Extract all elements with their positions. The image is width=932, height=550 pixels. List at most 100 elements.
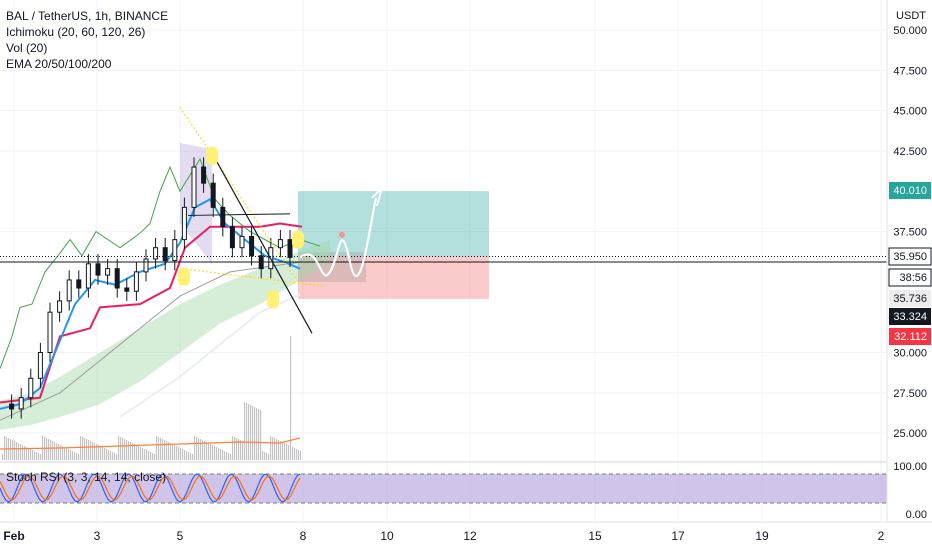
volume-bar: [154, 454, 156, 460]
volume-bar: [198, 438, 200, 460]
candle-body: [210, 182, 216, 208]
volume-bar: [52, 441, 54, 460]
volume-bar: [14, 441, 16, 460]
volume-bar: [298, 450, 300, 460]
volume-bar: [190, 453, 192, 460]
volume-bar: [216, 447, 218, 460]
volume-bar: [176, 446, 178, 460]
volume-bar: [128, 441, 130, 460]
x-tick-label: 3: [94, 529, 101, 543]
volume-bar: [48, 439, 50, 460]
legend-ichimoku[interactable]: Ichimoku (20, 60, 120, 26): [6, 25, 146, 39]
price-badge-label: 40.010: [893, 185, 927, 197]
pattern-marker: [178, 267, 190, 286]
volume-bar: [18, 443, 20, 460]
volume-bar: [106, 449, 108, 460]
ema100-line: [0, 261, 301, 421]
price-badge-label: 35.736: [893, 293, 927, 305]
volume-bar: [284, 443, 286, 460]
volume-bar: [232, 436, 234, 460]
volume-bar: [182, 449, 184, 460]
volume-bar: [206, 442, 208, 460]
volume-bar: [78, 454, 80, 460]
volume-bar: [142, 448, 144, 460]
volume-bar: [56, 443, 58, 460]
volume-bar: [36, 452, 38, 460]
volume-bar: [156, 436, 158, 460]
candle-body: [37, 352, 43, 379]
volume-bar: [84, 438, 86, 460]
volume-bar: [76, 453, 78, 460]
volume-bar: [54, 442, 56, 460]
volume-bar: [60, 445, 62, 460]
volume-bar: [92, 442, 94, 460]
y-tick-label: 27.500: [893, 388, 927, 400]
stoch-k-line: [0, 473, 301, 503]
candle-body: [47, 311, 53, 353]
candle-body: [105, 268, 111, 276]
volume-bar: [38, 453, 40, 460]
volume-bar: [144, 449, 146, 460]
volume-bar: [210, 444, 212, 460]
projection-dot: [339, 231, 345, 238]
volume-bar: [172, 444, 174, 460]
legend-ema[interactable]: EMA 20/50/100/200: [6, 57, 112, 71]
volume-bar: [102, 447, 104, 460]
candle-body: [114, 268, 120, 289]
volume-bar: [158, 437, 160, 460]
candle-body: [162, 247, 168, 262]
candle-body: [9, 403, 15, 410]
volume-bar: [134, 444, 136, 460]
candle-body: [191, 166, 197, 208]
legend-symbol[interactable]: BAL / TetherUS, 1h, BINANCE: [6, 9, 169, 23]
volume-bar: [244, 402, 246, 460]
volume-bar: [28, 448, 30, 460]
volume-bar: [114, 453, 116, 460]
volume-bar: [238, 439, 240, 460]
volume-bar: [300, 451, 302, 460]
x-tick-label: 19: [755, 529, 769, 543]
volume-bar: [86, 439, 88, 460]
volume-bar: [104, 448, 106, 460]
volume-bar: [46, 438, 48, 460]
volume-bar: [96, 444, 98, 460]
volume-bar: [222, 450, 224, 460]
stoch-rsi-legend[interactable]: Stoch RSI (3, 3, 14, 14, close): [6, 470, 167, 484]
volume-bar: [146, 450, 148, 460]
x-tick-label: 17: [671, 529, 685, 543]
candle-body: [172, 239, 178, 262]
price-badge-label: 33.324: [893, 311, 927, 323]
volume-bar: [68, 449, 70, 460]
volume-bar: [160, 438, 162, 460]
volume-bar: [30, 449, 32, 460]
volume-bar: [288, 445, 290, 460]
volume-bar: [82, 437, 84, 460]
volume-bar: [272, 437, 274, 460]
volume-bar: [168, 442, 170, 460]
volume-bar: [228, 453, 230, 460]
volume-bar: [214, 446, 216, 460]
price-badge: [889, 308, 931, 325]
legend-vol[interactable]: Vol (20): [6, 41, 48, 55]
volume-bar: [20, 444, 22, 460]
volume-bar: [208, 443, 210, 460]
volume-bar: [230, 454, 232, 460]
volume-bar: [212, 445, 214, 460]
chart-legend: BAL / TetherUS, 1h, BINANCE Ichimoku (20…: [6, 8, 168, 72]
volume-bar: [258, 409, 260, 460]
volume-bar: [100, 446, 102, 460]
volume-bar: [218, 448, 220, 460]
candle-body: [181, 206, 187, 241]
volume-bar: [90, 441, 92, 460]
volume-bar: [236, 438, 238, 460]
candle-body: [249, 235, 255, 257]
volume-ma-line: [0, 437, 301, 450]
pattern-marker: [206, 146, 218, 165]
volume-bar: [256, 408, 258, 460]
x-tick-label: 12: [463, 529, 477, 543]
candle-body: [153, 247, 159, 260]
volume-bar: [140, 447, 142, 460]
volume-bar: [266, 453, 268, 460]
